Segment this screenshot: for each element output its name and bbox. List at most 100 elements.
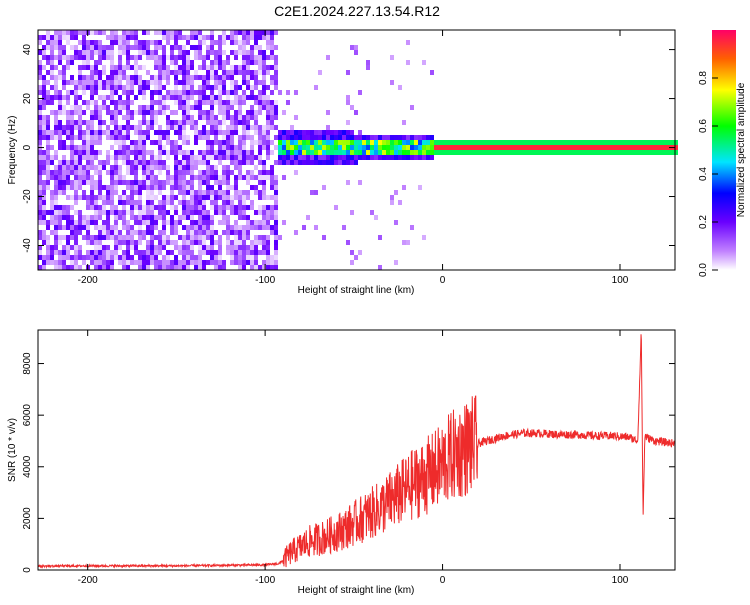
- spectrogram-cell: [198, 175, 202, 180]
- spectrogram-cell: [118, 195, 122, 200]
- spectrogram-cell: [190, 65, 194, 70]
- spectrogram-cell: [82, 260, 86, 265]
- spectrogram-cell: [206, 70, 210, 75]
- spectrogram-cell: [166, 235, 170, 240]
- spectrogram-cell: [54, 205, 58, 210]
- spectrogram-cell: [242, 215, 246, 220]
- spectrogram-cell: [82, 90, 86, 95]
- spectrogram-cell: [98, 125, 102, 130]
- spectrogram-cell: [294, 135, 298, 140]
- spectrogram-cell: [166, 30, 170, 35]
- spectrogram-cell: [198, 180, 202, 185]
- spectrogram-cell: [118, 210, 122, 215]
- spectrogram-cell: [106, 245, 110, 250]
- spectrogram-cell: [94, 45, 98, 50]
- spectrogram-cell: [206, 75, 210, 80]
- spectrogram-cell: [270, 100, 274, 105]
- spectrogram-cell: [194, 225, 198, 230]
- spectrogram-cell: [210, 120, 214, 125]
- spectrogram-cell: [126, 230, 130, 235]
- spectrogram-cell: [158, 55, 162, 60]
- spectrogram-cell: [202, 265, 206, 270]
- spectrogram-cell: [218, 145, 222, 150]
- spectrogram-cell: [158, 125, 162, 130]
- spectrogram-cell: [54, 195, 58, 200]
- spectrogram-cell: [178, 30, 182, 35]
- spectrogram-cell: [162, 65, 166, 70]
- spectrogram-cell: [214, 75, 218, 80]
- spectrogram-cell: [62, 105, 66, 110]
- spectrogram-cell: [270, 45, 274, 50]
- spectrogram-cell: [70, 170, 74, 175]
- spectrogram-cell: [166, 75, 170, 80]
- spectrogram-cell: [206, 160, 210, 165]
- spectrogram-cell: [226, 130, 230, 135]
- spectrogram-cell: [78, 215, 82, 220]
- spectrogram-cell: [178, 45, 182, 50]
- spectrogram-cell: [162, 230, 166, 235]
- spectrogram-cell: [162, 105, 166, 110]
- spectrogram-cell: [90, 190, 94, 195]
- spectrogram-cell: [66, 225, 70, 230]
- spectrogram-cell: [206, 250, 210, 255]
- spectrogram-cell: [174, 140, 178, 145]
- spectrogram-cell: [94, 50, 98, 55]
- spectrogram-cell: [102, 55, 106, 60]
- spectrogram-cell: [222, 210, 226, 215]
- spectrogram-cell: [298, 155, 302, 160]
- spectrogram-cell: [114, 185, 118, 190]
- spectrogram-cell: [222, 205, 226, 210]
- spectrogram-cell: [246, 155, 250, 160]
- spectrogram-cell: [42, 155, 46, 160]
- spectrogram-cell: [150, 55, 154, 60]
- spectrogram-cell: [526, 140, 530, 145]
- spectrogram-cell: [218, 105, 222, 110]
- spectrogram-cell: [246, 225, 250, 230]
- spectrogram-cell: [110, 135, 114, 140]
- spectrogram-cell: [74, 105, 78, 110]
- spectrogram-cell: [58, 175, 62, 180]
- spectrogram-cell: [206, 120, 210, 125]
- spectrogram-cell: [242, 55, 246, 60]
- spectrogram-cell: [246, 220, 250, 225]
- spectrogram-cell: [578, 140, 582, 145]
- spectrogram-cell: [210, 70, 214, 75]
- spectrogram-cell: [126, 235, 130, 240]
- spectrogram-cell: [126, 170, 130, 175]
- spectrogram-cell: [186, 205, 190, 210]
- spectrogram-cell: [166, 35, 170, 40]
- spectrogram-cell: [210, 145, 214, 150]
- spectrogram-cell: [138, 105, 142, 110]
- spectrogram-cell: [50, 85, 54, 90]
- spectrogram-cell: [274, 245, 278, 250]
- spectrogram-cell: [426, 135, 430, 140]
- spectrogram-cell: [270, 255, 274, 260]
- spectrogram-cell: [174, 240, 178, 245]
- spectrogram-cell: [158, 30, 162, 35]
- spectrogram-cell: [370, 140, 374, 145]
- spectrogram-cell: [166, 140, 170, 145]
- spectrogram-cell: [174, 220, 178, 225]
- spectrogram-cell: [42, 100, 46, 105]
- spectrogram-cell: [150, 235, 154, 240]
- spectrogram-cell: [198, 245, 202, 250]
- spectrogram-cell: [126, 220, 130, 225]
- spectrogram-cell: [238, 140, 242, 145]
- spectrogram-cell: [166, 250, 170, 255]
- spectrogram-cell: [146, 190, 150, 195]
- spectrogram-cell: [130, 45, 134, 50]
- spectrogram-cell: [570, 150, 574, 155]
- spectrogram-cell: [74, 195, 78, 200]
- spectrogram-cell: [138, 145, 142, 150]
- spectrogram-cell: [126, 255, 130, 260]
- spectrogram-cell: [146, 165, 150, 170]
- spectrogram-cell: [162, 265, 166, 270]
- spectrogram-cell: [266, 150, 270, 155]
- spectrogram-cell: [198, 225, 202, 230]
- spectrogram-cell: [190, 210, 194, 215]
- spectrogram-cell: [358, 90, 362, 95]
- spectrogram-cell: [178, 170, 182, 175]
- spectrogram-cell: [94, 110, 98, 115]
